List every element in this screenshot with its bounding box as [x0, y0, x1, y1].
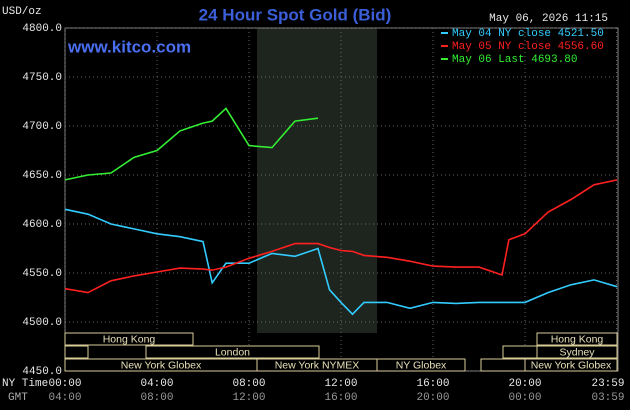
y-tick-label: 4550.0: [22, 268, 62, 280]
session-label: New York Globex: [531, 359, 612, 371]
legend-label: May 04 NY close 4521.50: [452, 28, 604, 40]
session-label: NY Globex: [396, 359, 447, 371]
y-tick-label: 4450.0: [22, 366, 62, 378]
x-tick-label: 23:59: [591, 378, 624, 390]
x-row-label: NY Time: [2, 378, 48, 390]
session-box: [480, 358, 526, 372]
series-line: [64, 107, 319, 181]
series-line: [64, 208, 618, 316]
y-tick-label: 4650.0: [22, 170, 62, 182]
y-tick-label: 4800.0: [22, 23, 62, 35]
session-box: [64, 332, 194, 346]
session-box: [536, 332, 618, 346]
session-label: Hong Kong: [551, 333, 604, 345]
x2-tick-label: 00:00: [508, 392, 541, 404]
x2-tick-label: 12:00: [232, 392, 265, 404]
x-tick-label: 04:00: [140, 378, 173, 390]
y-tick-label: 4600.0: [22, 219, 62, 231]
x-tick-label: 20:00: [508, 378, 541, 390]
timestamp: May 06, 2026 11:15: [489, 13, 608, 25]
session-label: Hong Kong: [103, 333, 156, 345]
chart-title: 24 Hour Spot Gold (Bid): [199, 5, 392, 24]
session-box: [524, 358, 618, 372]
session-box: [502, 345, 538, 359]
x2-tick-label: 04:00: [48, 392, 81, 404]
x2-tick-label: 20:00: [416, 392, 449, 404]
session-label: Sydney: [559, 346, 595, 358]
legend-label: May 05 NY close 4556.60: [452, 41, 604, 53]
session-box: [64, 345, 89, 359]
y-tick-label: 4700.0: [22, 121, 62, 133]
x2-tick-label: 08:00: [140, 392, 173, 404]
x-tick-label: 00:00: [48, 378, 81, 390]
y-axis-label: USD/oz: [2, 6, 42, 18]
x2-tick-label: 03:59: [591, 392, 624, 404]
x-tick-label: 08:00: [232, 378, 265, 390]
session-box: [145, 345, 320, 359]
y-tick-label: 4750.0: [22, 72, 62, 84]
x2-row-label: GMT: [8, 392, 28, 404]
nymex-shading: [257, 28, 377, 333]
x2-tick-label: 16:00: [324, 392, 357, 404]
session-box: [376, 358, 466, 372]
x-tick-label: 12:00: [324, 378, 357, 390]
series-line: [64, 179, 618, 294]
x-tick-label: 16:00: [416, 378, 449, 390]
session-box: [536, 345, 618, 359]
watermark: www.kitco.com: [67, 37, 191, 56]
session-label: New York Globex: [121, 359, 202, 371]
session-label: London: [215, 346, 250, 358]
y-tick-label: 4500.0: [22, 317, 62, 329]
legend-label: May 06 Last 4693.80: [452, 54, 577, 66]
session-label: New York NYMEX: [275, 359, 360, 371]
